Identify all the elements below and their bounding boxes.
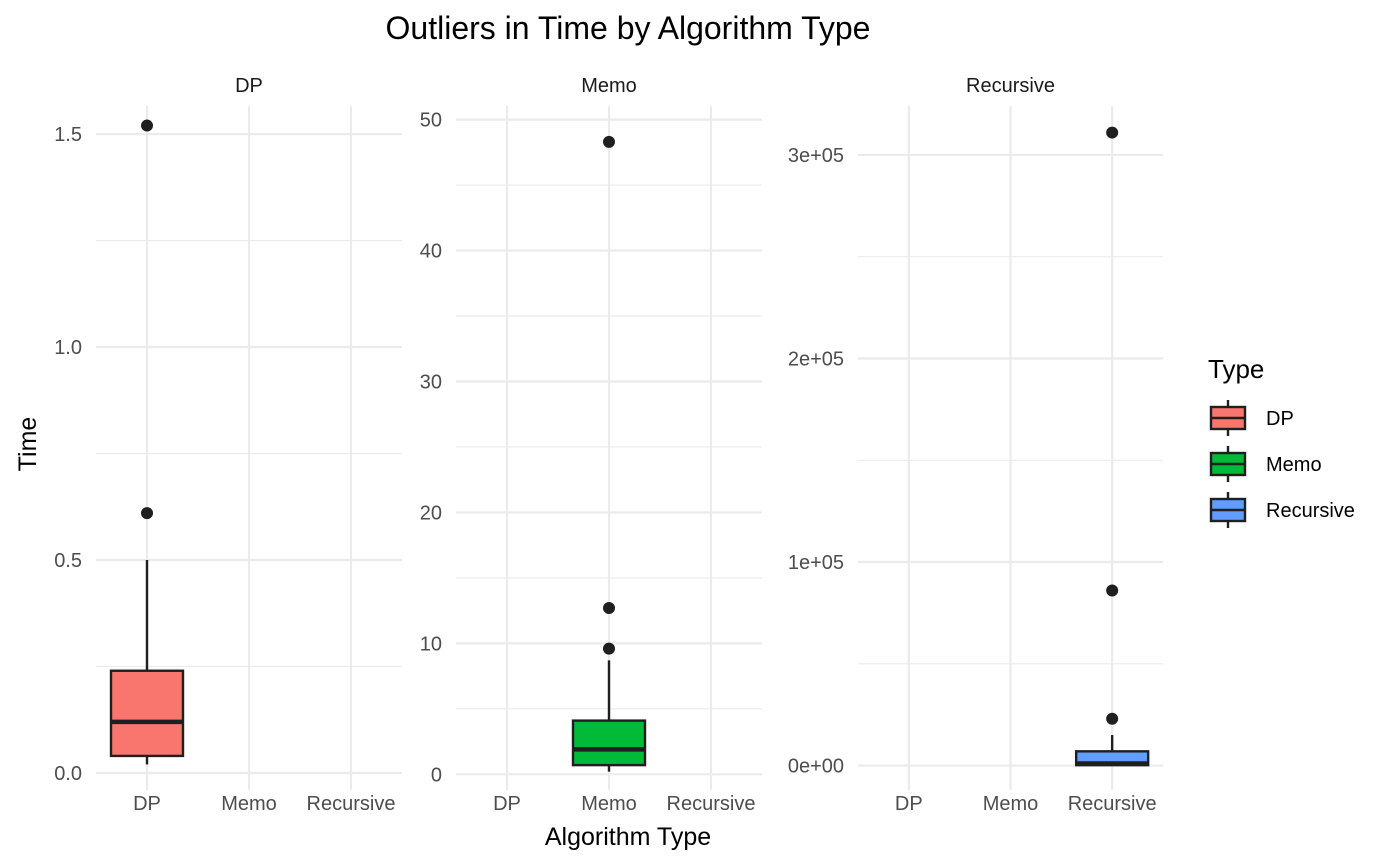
- y-tick-label: 0.5: [54, 550, 82, 572]
- facet-strip-label: Memo: [581, 75, 637, 97]
- x-tick-label: DP: [895, 793, 923, 815]
- box-iqr-dp: [109, 669, 185, 758]
- facet-strip-label: Recursive: [966, 75, 1055, 97]
- legend-entry-dp: DP: [1209, 400, 1294, 436]
- y-tick-label: 50: [420, 110, 442, 132]
- facet-panels: DP 0.0 0.5 1.0 1.5 DP Memo Recursive Memo 0 10 20 30…: [54, 75, 1163, 815]
- x-tick-label: Memo: [983, 793, 1039, 815]
- x-tick-label: Recursive: [667, 793, 756, 815]
- x-tick-label: Recursive: [1068, 793, 1157, 815]
- x-tick-label: DP: [493, 793, 521, 815]
- y-axis-title: Time: [14, 417, 42, 472]
- facet-panel-dp: DP 0.0 0.5 1.0 1.5 DP Memo Recursive: [54, 75, 402, 815]
- outlier-point: [603, 135, 615, 148]
- y-tick-label: 0e+00: [788, 756, 844, 778]
- legend-title: Type: [1208, 354, 1264, 384]
- box-iqr-memo: [571, 719, 647, 767]
- legend-entry-memo: Memo: [1209, 446, 1322, 482]
- y-tick-label: 20: [420, 502, 442, 524]
- outlier-point: [603, 602, 615, 615]
- outlier-point: [141, 507, 153, 520]
- y-tick-label: 0.0: [54, 763, 82, 785]
- legend-entry-recursive: Recursive: [1209, 492, 1355, 528]
- legend-label: DP: [1266, 408, 1294, 430]
- y-tick-label: 1e+05: [788, 552, 844, 574]
- facet-strip-label: DP: [235, 75, 263, 97]
- y-tick-label: 2e+05: [788, 348, 844, 370]
- legend-label: Recursive: [1266, 500, 1355, 522]
- x-tick-label: Memo: [221, 793, 277, 815]
- outlier-point: [1106, 126, 1119, 139]
- x-tick-label: Memo: [581, 793, 637, 815]
- facet-panel-recursive: Recursive 0e+00 1e+05 2e+05 3e+05 DP Memo Recur…: [788, 75, 1163, 815]
- y-tick-label: 3e+05: [788, 145, 844, 167]
- y-tick-label: 10: [420, 633, 442, 655]
- x-tick-label: DP: [133, 793, 161, 815]
- outlier-point: [1106, 584, 1119, 597]
- x-tick-label: Recursive: [307, 793, 396, 815]
- y-tick-label: 1.0: [54, 337, 82, 359]
- legend-label: Memo: [1266, 454, 1322, 476]
- y-tick-label: 40: [420, 241, 442, 263]
- outlier-point: [141, 119, 153, 132]
- outlier-point: [603, 642, 615, 655]
- facet-panel-memo: Memo 0 10 20 30 40 50 DP Memo Recursive: [420, 75, 762, 815]
- y-tick-label: 1.5: [54, 124, 82, 146]
- chart-title: Outliers in Time by Algorithm Type: [386, 10, 871, 46]
- legend: Type DP Memo Recursive: [1208, 354, 1355, 528]
- y-tick-label: 0: [431, 764, 442, 786]
- x-axis-title: Algorithm Type: [545, 823, 711, 851]
- outlier-point: [1106, 712, 1119, 725]
- y-tick-label: 30: [420, 371, 442, 393]
